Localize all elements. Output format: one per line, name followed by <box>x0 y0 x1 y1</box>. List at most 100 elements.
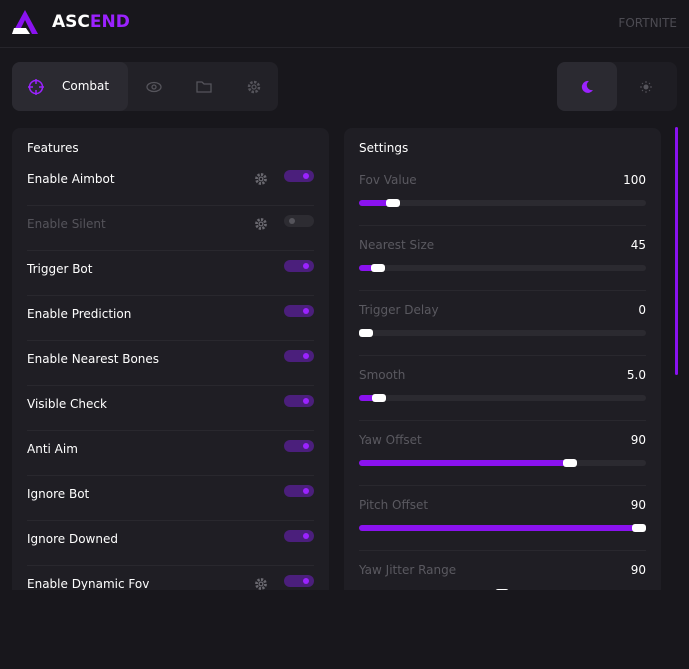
header: ASCEND FORTNITE <box>0 0 689 48</box>
slider-knob[interactable] <box>563 459 577 467</box>
feature-row: Anti Aim <box>27 430 314 476</box>
feature-row: Ignore Downed <box>27 520 314 566</box>
slider-label: Fov Value <box>359 173 417 187</box>
feature-label: Enable Aimbot <box>27 172 115 186</box>
panel-title: Features <box>27 141 79 155</box>
logo-suffix: END <box>89 12 130 32</box>
tab-label: Combat <box>62 79 110 93</box>
slider-track[interactable] <box>359 459 646 467</box>
toggle[interactable] <box>284 530 314 542</box>
slider-fill <box>359 200 393 206</box>
toggle[interactable] <box>284 170 314 182</box>
theme-dark[interactable] <box>557 62 617 111</box>
scrollbar[interactable] <box>675 127 678 375</box>
slider-label: Yaw Offset <box>359 433 422 447</box>
slider-label: Nearest Size <box>359 238 435 252</box>
toggle-knob <box>289 218 295 224</box>
feature-settings[interactable] <box>254 216 268 235</box>
toggle[interactable] <box>284 485 314 497</box>
game-label: FORTNITE <box>618 16 677 30</box>
slider-fill <box>359 460 570 466</box>
slider-knob[interactable] <box>359 329 373 337</box>
tab-bar: Combat <box>12 62 278 111</box>
toggle-knob <box>303 533 309 539</box>
slider-track[interactable] <box>359 524 646 532</box>
tab-combat[interactable]: Combat <box>12 62 128 111</box>
toggle-knob <box>303 578 309 584</box>
slider-value: 90 <box>630 433 646 447</box>
toggle[interactable] <box>284 305 314 317</box>
feature-row: Visible Check <box>27 385 314 431</box>
slider-track[interactable] <box>359 394 646 402</box>
settings-panel: Settings Fov Value 100 Nearest Size 45 Trigg… <box>344 128 661 590</box>
toggle-knob <box>303 353 309 359</box>
gear-icon[interactable] <box>254 577 268 590</box>
logo: ASCEND <box>52 12 130 32</box>
moon-icon <box>581 80 593 93</box>
toggle[interactable] <box>284 215 314 227</box>
feature-label: Anti Aim <box>27 442 78 456</box>
slider-knob[interactable] <box>372 394 386 402</box>
panel-title: Settings <box>359 141 409 155</box>
slider-fill <box>359 525 639 531</box>
theme-toggle <box>557 62 677 111</box>
feature-label: Enable Nearest Bones <box>27 352 160 366</box>
slider-row: Fov Value 100 <box>359 160 646 226</box>
feature-label: Visible Check <box>27 397 107 411</box>
slider-knob[interactable] <box>371 264 385 272</box>
tab-files[interactable] <box>196 79 212 95</box>
gear-icon[interactable] <box>254 217 268 231</box>
slider-value: 90 <box>630 498 646 512</box>
toggle-knob <box>303 308 309 314</box>
slider-row: Yaw Jitter Range 90 <box>359 550 646 590</box>
toggle-knob <box>303 488 309 494</box>
features-panel: Features Enable Aimbot Enable Silent Trigg… <box>12 128 329 590</box>
toggle-knob <box>303 398 309 404</box>
slider-knob[interactable] <box>386 199 400 207</box>
slider-row: Nearest Size 45 <box>359 225 646 291</box>
slider-row: Trigger Delay 0 <box>359 290 646 356</box>
toggle-knob <box>303 263 309 269</box>
slider-track[interactable] <box>359 264 646 272</box>
feature-row: Trigger Bot <box>27 250 314 296</box>
tab-settings[interactable] <box>246 79 262 95</box>
slider-knob[interactable] <box>632 524 646 532</box>
toggle[interactable] <box>284 575 314 587</box>
toggle[interactable] <box>284 260 314 272</box>
slider-label: Trigger Delay <box>359 303 439 317</box>
toggle[interactable] <box>284 395 314 407</box>
slider-value: 100 <box>623 173 646 187</box>
feature-label: Enable Silent <box>27 217 106 231</box>
slider-label: Pitch Offset <box>359 498 429 512</box>
crosshair-icon <box>28 79 44 95</box>
theme-light[interactable] <box>640 81 652 93</box>
toggle-knob <box>303 173 309 179</box>
slider-label: Yaw Jitter Range <box>359 563 457 577</box>
feature-label: Ignore Downed <box>27 532 118 546</box>
slider-knob[interactable] <box>495 589 509 590</box>
slider-fill <box>359 395 379 401</box>
slider-row: Pitch Offset 90 <box>359 485 646 551</box>
slider-row: Yaw Offset 90 <box>359 420 646 486</box>
feature-label: Enable Prediction <box>27 307 132 321</box>
feature-label: Trigger Bot <box>27 262 93 276</box>
feature-row: Enable Aimbot <box>27 160 314 206</box>
slider-value: 45 <box>630 238 646 252</box>
toggle[interactable] <box>284 440 314 452</box>
slider-row: Smooth 5.0 <box>359 355 646 421</box>
slider-label: Smooth <box>359 368 406 382</box>
toggle[interactable] <box>284 350 314 362</box>
slider-value: 5.0 <box>626 368 646 382</box>
slider-fill <box>359 265 378 271</box>
feature-row: Enable Dynamic Fov <box>27 565 314 590</box>
toggle-knob <box>303 443 309 449</box>
slider-track[interactable] <box>359 199 646 207</box>
slider-track[interactable] <box>359 329 646 337</box>
feature-settings[interactable] <box>254 171 268 190</box>
feature-row: Enable Nearest Bones <box>27 340 314 386</box>
tab-visuals[interactable] <box>146 79 162 95</box>
gear-icon[interactable] <box>254 172 268 186</box>
feature-settings[interactable] <box>254 576 268 590</box>
feature-row: Enable Silent <box>27 205 314 251</box>
